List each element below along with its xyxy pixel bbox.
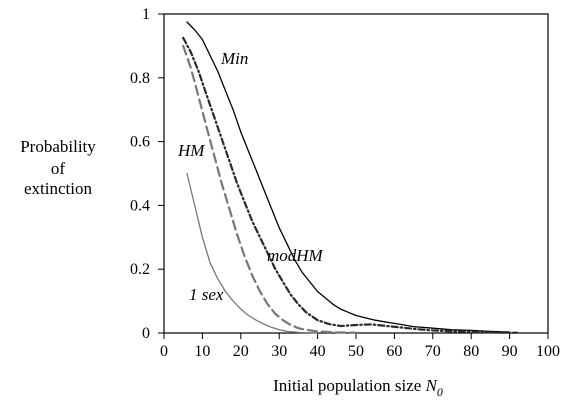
x-tick-label: 20 — [233, 343, 249, 360]
x-tick-label: 60 — [386, 343, 402, 360]
x-tick-label: 50 — [348, 343, 364, 360]
curve-label-hm: HM — [177, 141, 205, 160]
y-axis-label-line-2: of — [51, 159, 66, 178]
curve-label-min: Min — [220, 49, 248, 68]
y-axis-label-line-3: extinction — [24, 179, 92, 198]
series-line-modhm — [182, 36, 519, 334]
x-tick-label: 70 — [425, 343, 441, 360]
series-line-1-sex — [186, 172, 319, 334]
x-axis-label-symbol: N — [425, 376, 439, 395]
x-tick-label: 40 — [310, 343, 326, 360]
y-tick-label: 0.8 — [130, 70, 150, 87]
series-line-hm — [182, 44, 358, 334]
x-axis-label: Initial population size N0 — [273, 376, 443, 399]
y-tick-label: 0.4 — [130, 197, 150, 214]
x-tick-label: 10 — [194, 343, 210, 360]
curve-label-modhm: modHM — [267, 246, 324, 265]
x-tick-label: 100 — [536, 343, 560, 360]
y-tick-label: 0.6 — [130, 134, 150, 151]
y-axis-label-line-1: Probability — [20, 137, 96, 156]
x-tick-label: 90 — [502, 343, 518, 360]
y-tick-label: 1 — [142, 6, 150, 23]
axis-ticks: 0 10 20 30 40 50 60 70 80 90 100 0 0.2 0.4 0.6 0.8 1 — [130, 6, 560, 360]
series-layer — [182, 21, 519, 334]
x-axis-label-subscript: 0 — [437, 385, 443, 399]
series-line-min — [186, 21, 511, 333]
y-tick-label: 0.2 — [130, 261, 150, 278]
x-tick-label: 80 — [463, 343, 479, 360]
x-tick-label: 0 — [160, 343, 168, 360]
x-axis-label-text: Initial population size — [273, 376, 426, 395]
x-tick-label: 30 — [271, 343, 287, 360]
y-tick-label: 0 — [142, 325, 150, 342]
curve-label-1sex: 1 sex — [189, 285, 224, 304]
